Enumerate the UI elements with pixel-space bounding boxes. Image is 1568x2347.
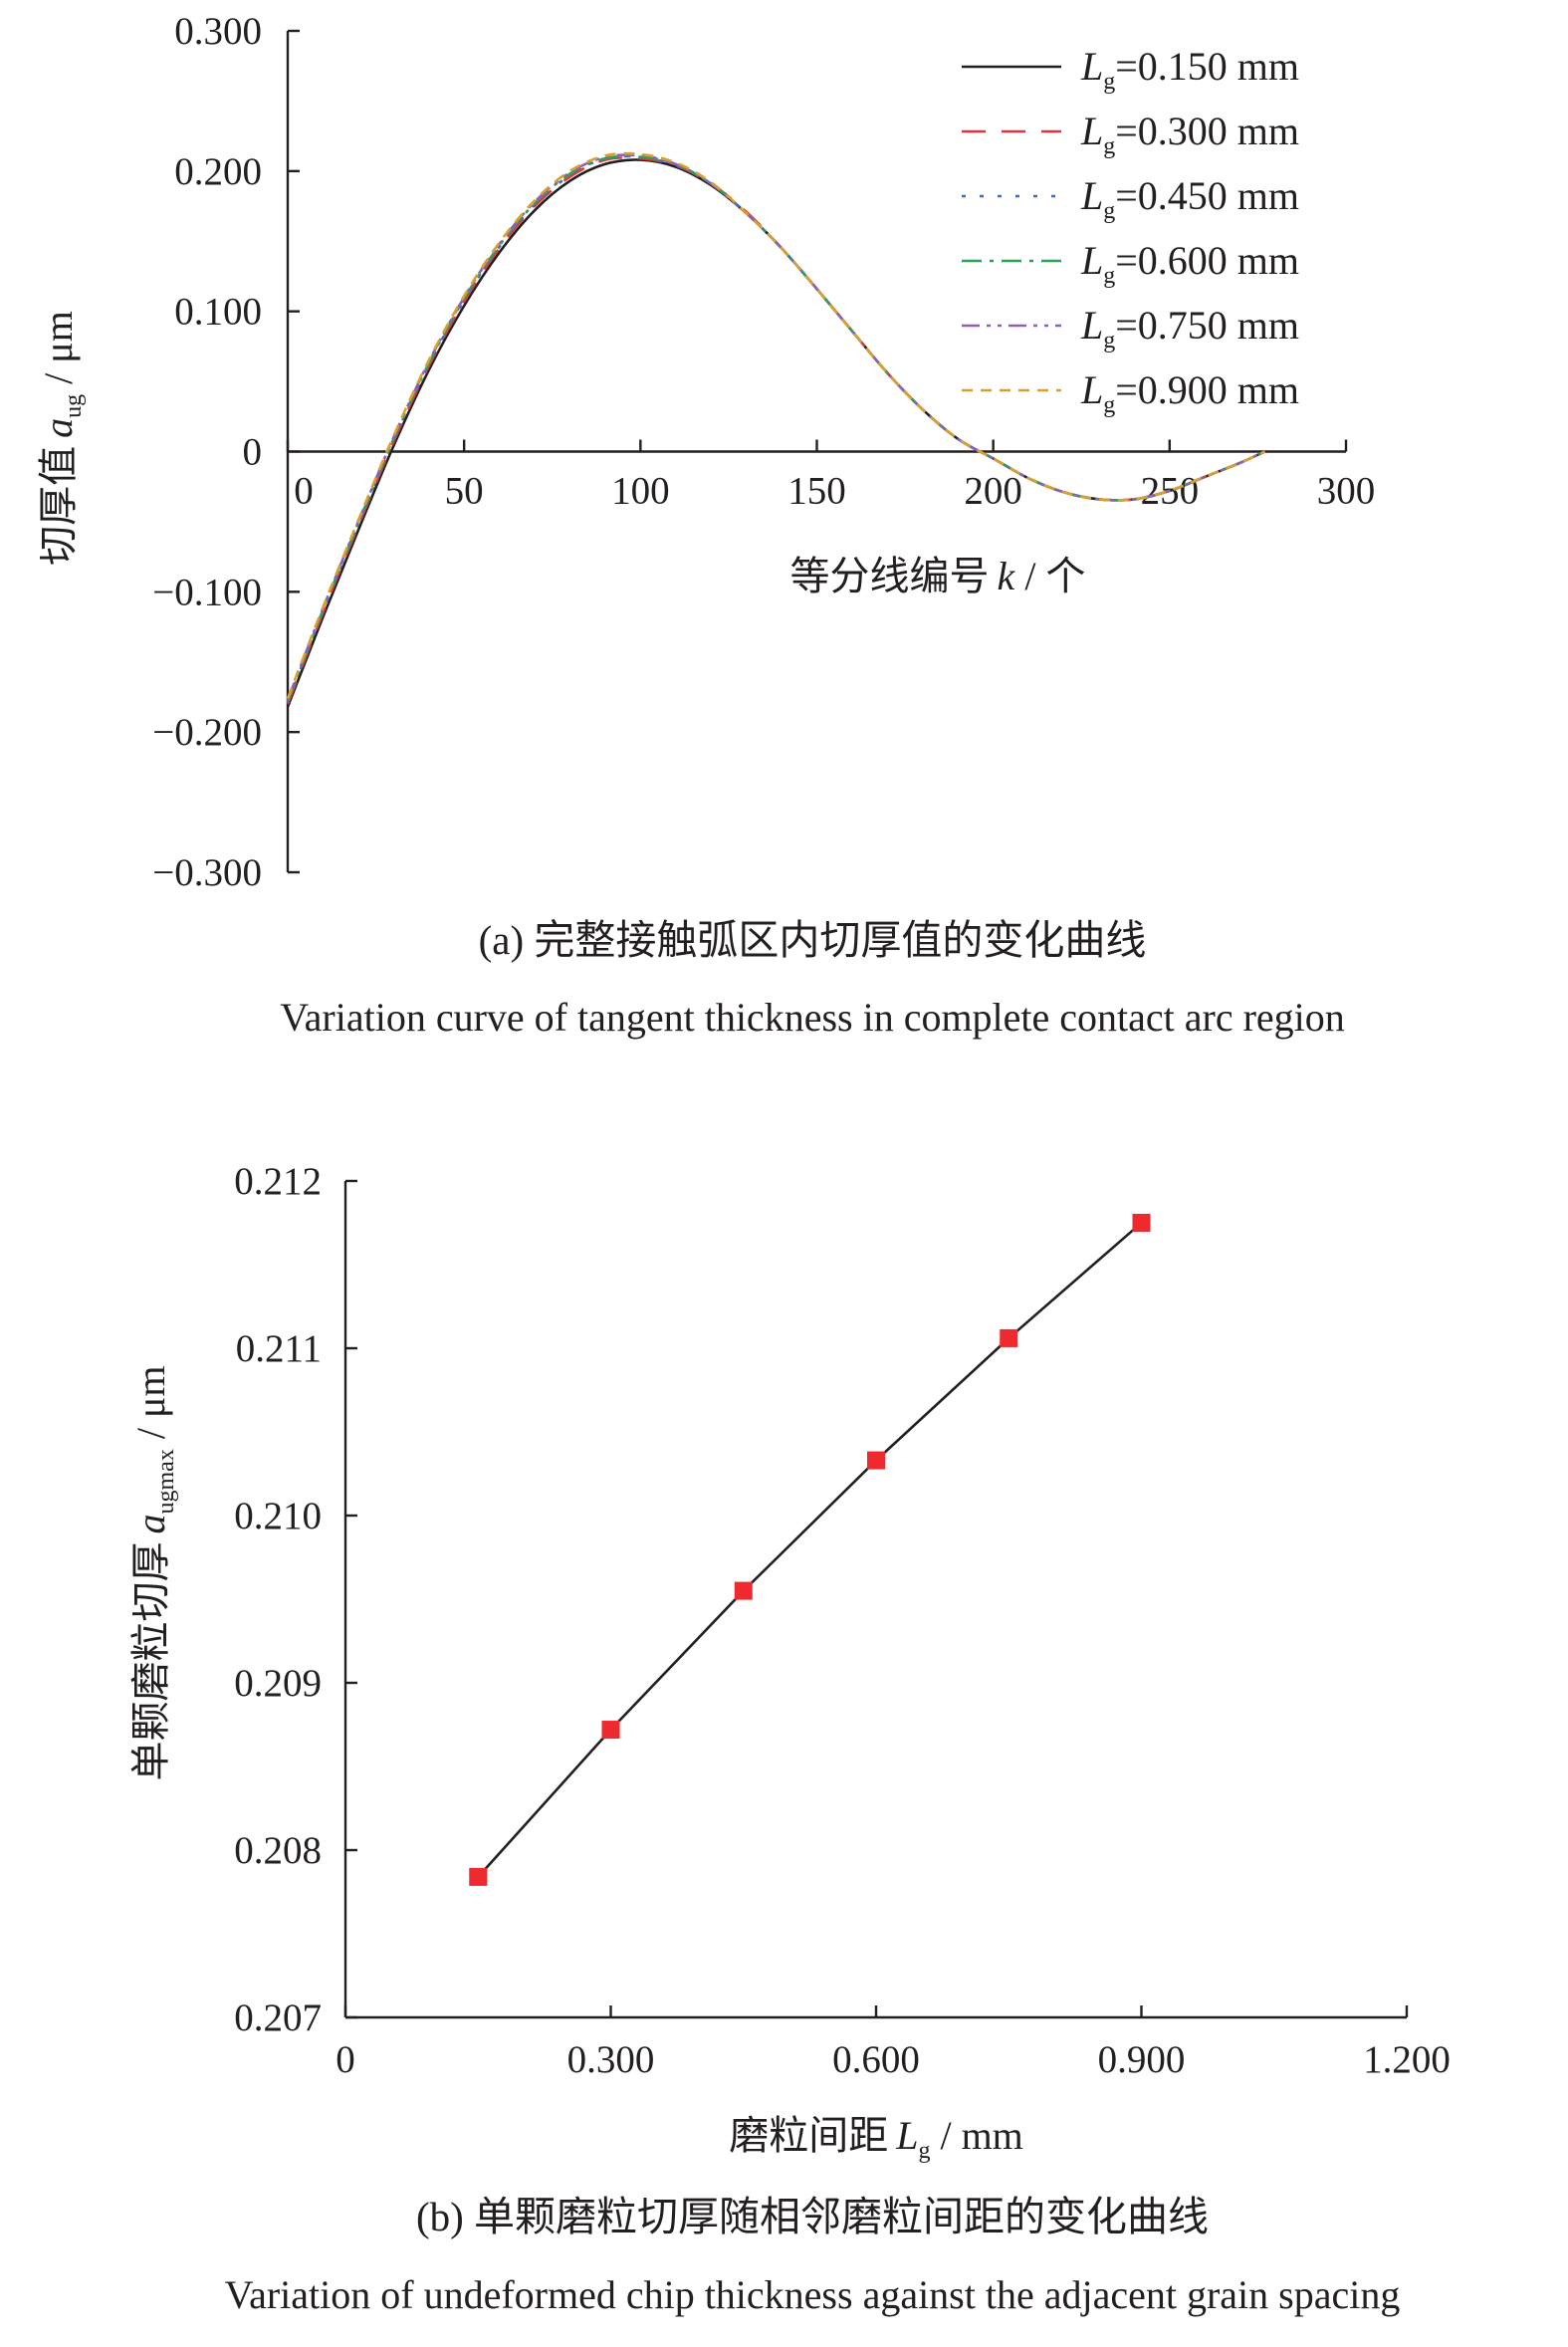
legend-label-6: Lg=0.900 mm: [1080, 367, 1299, 418]
legend-label-1: Lg=0.150 mm: [1080, 44, 1299, 95]
chart-b-x-tick-labels: 0 0.300 0.600 0.900 1.200: [336, 2038, 1451, 2081]
chart-b-y-tick-label: 0.207: [234, 1996, 322, 2039]
chart-b-data-point: [601, 1721, 620, 1740]
chart-a: 0.300 0.200 0.100 0 −0.100 −0.200 −0.300 0 50 10…: [36, 10, 1375, 1040]
chart-a-legend: Lg=0.150 mm Lg=0.300 mm Lg=0.450 mm Lg=0.60…: [962, 44, 1299, 418]
chart-a-x-tick-label: 200: [964, 470, 1022, 513]
chart-b-series-line: [477, 1222, 1143, 1878]
chart-a-series-line-5: [286, 153, 1266, 701]
chart-b-data-point: [867, 1451, 885, 1470]
chart-b-y-tick-label: 0.212: [234, 1160, 322, 1203]
chart-a-x-tick-label: 150: [787, 470, 846, 513]
chart-a-y-tick-label: 0.300: [174, 10, 262, 53]
chart-a-axes: [286, 29, 1348, 874]
chart-b-caption-zh: (b) 单颗磨粒切厚随相邻磨粒间距的变化曲线: [416, 2194, 1209, 2239]
chart-a-caption-zh: (a) 完整接触弧区内切厚值的变化曲线: [479, 917, 1147, 963]
chart-a-y-tick-label: −0.200: [152, 711, 262, 754]
chart-a-y-axis-label: 切厚值aug / μm: [36, 311, 87, 566]
chart-b-y-tick-labels: 0.212 0.211 0.210 0.209 0.208 0.207: [234, 1160, 322, 2039]
chart-a-x-tick-label: 300: [1317, 470, 1376, 513]
chart-b-data-point: [469, 1867, 488, 1886]
chart-b-x-tick-label: 0.600: [832, 2038, 920, 2081]
legend-label-5: Lg=0.750 mm: [1080, 303, 1299, 353]
chart-b-y-tick-label: 0.208: [234, 1829, 322, 1872]
chart-b: 0.212 0.211 0.210 0.209 0.208 0.207 0 0.300 0.6…: [128, 1160, 1451, 2317]
chart-a-x-axis-label: 等分线编号 k / 个: [790, 554, 1086, 598]
chart-b-x-tick-label: 0: [336, 2038, 355, 2081]
chart-a-series-lines: [286, 151, 1266, 708]
chart-b-axes: [343, 1179, 1409, 2019]
chart-a-x-tick-labels: 0 50 100 150 200 250 300: [294, 470, 1375, 513]
chart-a-y-tick-label: −0.300: [152, 851, 262, 894]
chart-a-y-tick-labels: 0.300 0.200 0.100 0 −0.100 −0.200 −0.300: [152, 10, 262, 894]
chart-b-data-point: [1000, 1328, 1018, 1347]
chart-b-y-tick-label: 0.210: [234, 1495, 322, 1537]
chart-a-y-tick-label: 0.100: [174, 291, 262, 334]
chart-a-x-tick-label: 100: [611, 470, 670, 513]
chart-b-markers: [469, 1214, 1151, 1886]
chart-a-series-line-6: [286, 151, 1266, 699]
chart-b-caption-en: Variation of undeformed chip thickness a…: [225, 2272, 1401, 2317]
chart-b-x-tick-label: 1.200: [1363, 2038, 1451, 2081]
chart-a-caption-en: Variation curve of tangent thickness in …: [280, 995, 1345, 1040]
legend-label-4: Lg=0.600 mm: [1080, 238, 1299, 289]
chart-b-series-line: [477, 1222, 1143, 1878]
chart-b-y-axis-label: 单颗磨粒切厚augmax / μm: [128, 1366, 179, 1781]
legend-label-2: Lg=0.300 mm: [1080, 109, 1299, 159]
chart-b-y-tick-label: 0.209: [234, 1662, 322, 1705]
legend-label-3: Lg=0.450 mm: [1080, 173, 1299, 224]
chart-b-data-point: [1132, 1214, 1151, 1232]
chart-b-x-axis-label: 磨粒间距 Lg / mm: [729, 2113, 1023, 2164]
chart-a-y-tick-label: 0: [243, 431, 263, 474]
chart-a-y-tick-label: 0.200: [174, 150, 262, 193]
chart-a-x-tick-label: 0: [294, 470, 314, 513]
chart-b-x-tick-label: 0.300: [567, 2038, 655, 2081]
chart-b-y-tick-label: 0.211: [236, 1327, 322, 1370]
chart-b-data-point: [734, 1581, 753, 1600]
chart-b-x-tick-label: 0.900: [1098, 2038, 1186, 2081]
chart-a-x-tick-label: 50: [445, 470, 484, 513]
chart-a-y-tick-label: −0.100: [152, 571, 262, 613]
